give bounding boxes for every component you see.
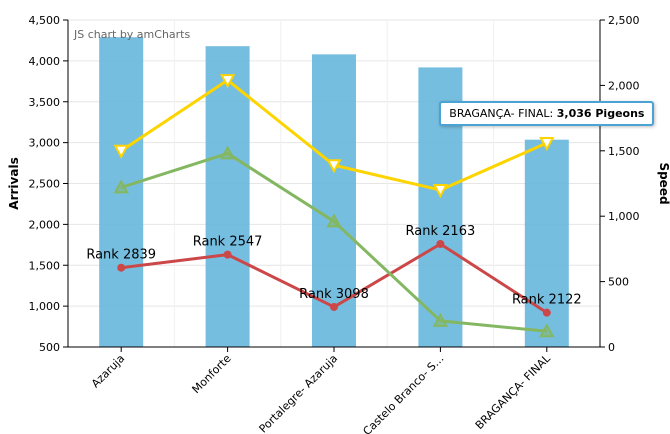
right-tick-label: 1,500 bbox=[608, 145, 640, 158]
left-tick-label: 4,500 bbox=[29, 14, 61, 27]
line-point bbox=[432, 184, 449, 199]
line-point bbox=[432, 312, 449, 327]
bar bbox=[205, 46, 250, 347]
line-point bbox=[330, 302, 338, 311]
category-label: Azaruja bbox=[89, 352, 127, 390]
category-label: Castelo Branco- S… bbox=[360, 352, 446, 434]
left-tick-label: 1,000 bbox=[29, 300, 61, 313]
data-label: Rank 2839 bbox=[86, 248, 156, 263]
line-point bbox=[542, 308, 551, 317]
label-layer: Rank 2839 Rank 2547 Rank 3098 Rank 2163 Rank… bbox=[86, 224, 581, 308]
line-point bbox=[219, 145, 236, 160]
category-label: BRAGANÇA- FINAL bbox=[473, 351, 554, 432]
tooltip-category-label: BRAGANÇA- FINAL: bbox=[449, 106, 554, 120]
line-point bbox=[113, 144, 129, 159]
line-point bbox=[326, 213, 342, 228]
line-point bbox=[223, 250, 232, 259]
right-tick-label: 500 bbox=[608, 276, 629, 289]
left-tick-label: 3,000 bbox=[29, 137, 61, 150]
tooltip-value: 3,036 Pigeons bbox=[556, 106, 645, 120]
data-label: Rank 2163 bbox=[406, 224, 476, 239]
right-tick-label: 1,000 bbox=[608, 210, 640, 223]
right-tick-label: 2,000 bbox=[608, 79, 640, 92]
left-axis-title: Arrivals bbox=[7, 157, 21, 209]
balloon-tooltip: BRAGANÇA- FINAL: 3,036 Pigeons bbox=[439, 100, 655, 126]
right-tick-label: 0 bbox=[608, 341, 615, 354]
left-tick-label: 2,500 bbox=[29, 178, 61, 191]
line-point bbox=[117, 263, 126, 272]
line-point bbox=[219, 74, 236, 89]
category-label: Monforte bbox=[190, 352, 234, 396]
line-point bbox=[539, 136, 555, 152]
left-tick-label: 1,500 bbox=[29, 259, 61, 272]
right-tick-label: 2,500 bbox=[608, 14, 640, 27]
amcharts-credit[interactable]: JS chart by amCharts bbox=[73, 28, 190, 41]
line-point bbox=[113, 179, 129, 194]
line-point bbox=[326, 159, 342, 174]
line-point bbox=[539, 323, 555, 338]
left-tick-label: 2,000 bbox=[29, 218, 61, 231]
marker-layer bbox=[113, 74, 555, 338]
left-tick-label: 3,500 bbox=[29, 96, 61, 109]
left-tick-label: 500 bbox=[39, 341, 60, 354]
left-tick-label: 4,000 bbox=[29, 55, 61, 68]
category-label: Portalegre- Azaruja bbox=[257, 352, 341, 434]
line-point bbox=[436, 239, 445, 248]
data-label: Rank 3098 bbox=[299, 287, 369, 302]
right-axis-title: Speed bbox=[657, 162, 670, 204]
data-label: Rank 2547 bbox=[193, 235, 263, 250]
data-label: Rank 2122 bbox=[512, 293, 582, 308]
